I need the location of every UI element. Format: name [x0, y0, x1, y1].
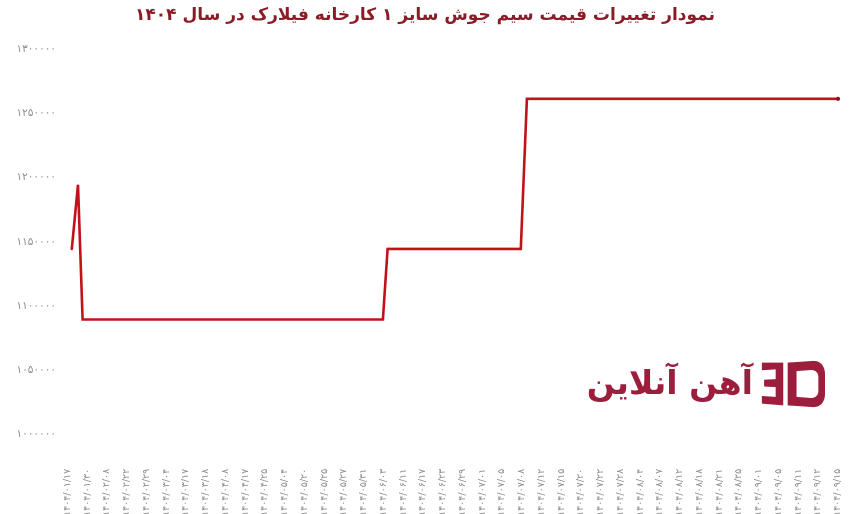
x-axis-tick-label: ۱۴۰۴/۰۳/۱۷ [180, 468, 192, 514]
x-axis-tick-label: ۱۴۰۴/۰۱/۱۷ [62, 468, 73, 514]
x-axis-tick-label: ۱۴۰۴/۰۴/۱۷ [239, 468, 251, 514]
y-axis-tick-label: ۱۰۵۰۰۰۰ [16, 363, 56, 376]
y-axis-tick-label: ۱۱۰۰۰۰۰ [16, 299, 56, 312]
x-axis-tick-label: ۱۴۰۴/۰۷/۲۸ [614, 468, 626, 514]
price-line [70, 97, 840, 321]
x-axis-tick-label: ۱۴۰۴/۰۹/۱۵ [832, 468, 843, 514]
y-axis-tick-label: ۱۱۵۰۰۰۰ [16, 235, 56, 248]
x-axis-tick-label: ۱۴۰۴/۰۳/۰۴ [160, 468, 172, 514]
x-axis-tick-label: ۱۴۰۴/۰۴/۲۵ [259, 468, 271, 514]
x-axis-tick-label: ۱۴۰۴/۰۹/۱۱ [792, 468, 804, 514]
logo-mark-d-shape [787, 360, 825, 408]
x-axis-tick-label: ۱۴۰۴/۰۷/۱۵ [555, 468, 567, 514]
x-axis-tick-label: ۱۴۰۴/۰۵/۲۷ [338, 468, 350, 514]
x-axis-tick-label: ۱۴۰۴/۰۷/۲۰ [575, 468, 587, 514]
x-axis-tick-label: ۱۴۰۴/۰۶/۰۳ [377, 468, 389, 514]
x-axis-tick-label: ۱۴۰۴/۰۴/۰۸ [219, 468, 231, 514]
x-axis-tick-label: ۱۴۰۴/۰۸/۰۴ [634, 468, 646, 514]
x-axis-tick-label: ۱۴۰۴/۰۹/۰۵ [772, 468, 784, 514]
ahanonline-logo: آهن آنلاین [583, 356, 825, 412]
x-axis-tick-label: ۱۴۰۴/۰۵/۲۵ [318, 468, 330, 514]
x-axis-tick-label: ۱۴۰۴/۰۹/۰۱ [753, 468, 765, 514]
x-axis-tick-label: ۱۴۰۴/۰۵/۳۱ [358, 468, 370, 514]
x-axis-tick-label: ۱۴۰۴/۰۷/۰۱ [476, 468, 488, 514]
x-axis-tick-label: ۱۴۰۴/۰۵/۲۰ [298, 468, 310, 514]
logo-text: آهن آنلاین [586, 362, 753, 402]
x-axis-tick-label: ۱۴۰۴/۰۵/۰۴ [279, 468, 291, 514]
y-axis-tick-label: ۱۳۰۰۰۰۰ [16, 43, 56, 55]
line-end-marker [835, 96, 841, 101]
ahanonline-logo-mark-icon [761, 360, 825, 408]
x-axis-tick-label: ۱۴۰۴/۰۶/۲۹ [456, 468, 468, 514]
x-axis-tick-label: ۱۴۰۴/۰۸/۲۵ [733, 468, 745, 514]
x-axis-tick-label: ۱۴۰۴/۰۷/۲۲ [595, 468, 607, 514]
x-axis-tick-label: ۱۴۰۴/۰۲/۲۲ [121, 468, 133, 514]
x-axis-tick-label: ۱۴۰۴/۰۸/۲۱ [713, 468, 725, 514]
chart-title: نمودار تغییرات قیمت سیم جوش سایز ۱ کارخا… [135, 5, 715, 25]
x-axis-tick-label: ۱۴۰۴/۰۷/۰۸ [516, 468, 528, 514]
x-axis-tick-label: ۱۴۰۴/۰۹/۱۲ [812, 468, 824, 514]
x-axis-tick-label: ۱۴۰۴/۰۸/۰۷ [654, 468, 666, 514]
x-axis-tick-label: ۱۴۰۴/۰۳/۱۸ [200, 468, 212, 514]
x-axis-tick-label: ۱۴۰۴/۰۱/۳۰ [81, 468, 93, 514]
x-axis-tick-label: ۱۴۰۴/۰۸/۱۲ [674, 468, 686, 514]
x-axis-tick-label: ۱۴۰۴/۰۲/۰۸ [101, 468, 113, 514]
x-axis-tick-label: ۱۴۰۴/۰۷/۰۵ [496, 468, 508, 514]
x-axis-tick-label: ۱۴۰۴/۰۶/۱۷ [417, 468, 429, 514]
x-axis-tick-label: ۱۴۰۴/۰۸/۱۸ [693, 468, 705, 514]
x-axis-tick-label: ۱۴۰۴/۰۷/۱۲ [535, 468, 547, 514]
y-axis-tick-label: ۱۲۵۰۰۰۰ [16, 107, 56, 120]
x-axis-tick-label: ۱۴۰۴/۰۲/۲۹ [140, 468, 152, 514]
x-axis-tick-label: ۱۴۰۴/۰۶/۱۱ [397, 468, 409, 514]
logo-mark-e-shape [761, 362, 784, 406]
y-axis-tick-label: ۱۲۰۰۰۰۰ [16, 171, 56, 184]
y-axis-tick-label: ۱۰۰۰۰۰۰ [16, 428, 56, 440]
x-axis-tick-label: ۱۴۰۴/۰۶/۲۳ [437, 468, 449, 514]
